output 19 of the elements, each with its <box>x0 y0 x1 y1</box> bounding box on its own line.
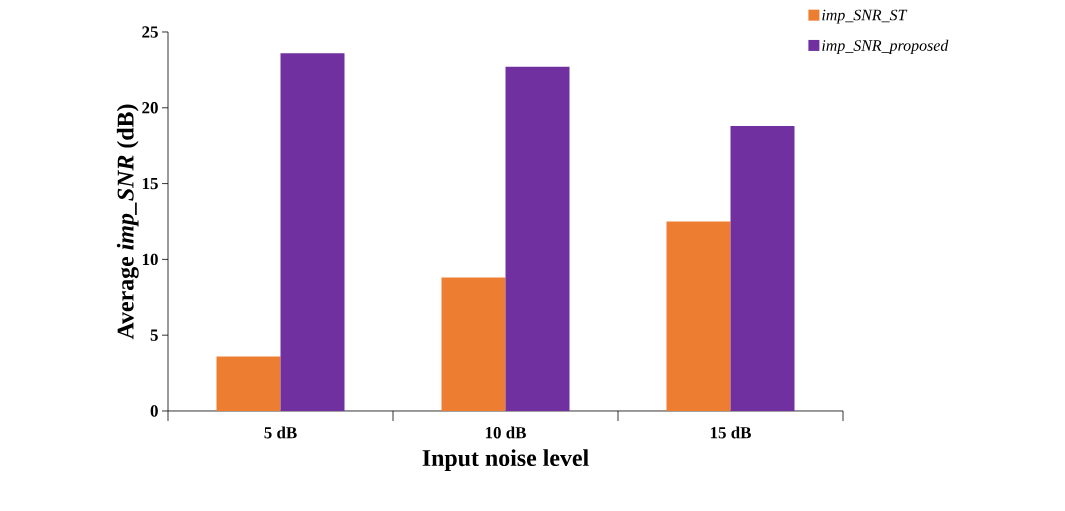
legend-label: imp_SNR_proposed <box>822 39 949 55</box>
y-tick-label: 20 <box>142 102 158 114</box>
bar <box>441 277 506 411</box>
x-tick-label: 5 dB <box>264 426 297 439</box>
bar <box>280 53 345 411</box>
y-tick-label: 0 <box>150 405 158 417</box>
bar <box>216 356 281 411</box>
y-tick-label: 15 <box>142 177 158 190</box>
bar <box>666 221 731 411</box>
y-tick-label: 5 <box>150 329 158 341</box>
x-tick-label: 10 dB <box>485 426 526 439</box>
legend-label: imp_SNR_ST <box>822 9 908 24</box>
x-axis-title: Input noise level <box>422 449 589 471</box>
y-tick-label: 10 <box>142 253 158 266</box>
x-tick-label: 15 dB <box>710 426 751 439</box>
bar <box>505 66 570 411</box>
y-axis-title: Average imp_SNR (dB) <box>116 104 139 340</box>
y-tick-label: 25 <box>142 26 158 38</box>
bar <box>730 125 795 411</box>
